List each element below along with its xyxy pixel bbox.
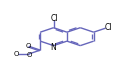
- Text: O: O: [26, 52, 32, 58]
- Text: N: N: [51, 43, 56, 52]
- Text: O: O: [14, 51, 19, 57]
- Text: Cl: Cl: [50, 14, 58, 23]
- Text: Cl: Cl: [104, 23, 112, 32]
- Text: O: O: [25, 43, 31, 49]
